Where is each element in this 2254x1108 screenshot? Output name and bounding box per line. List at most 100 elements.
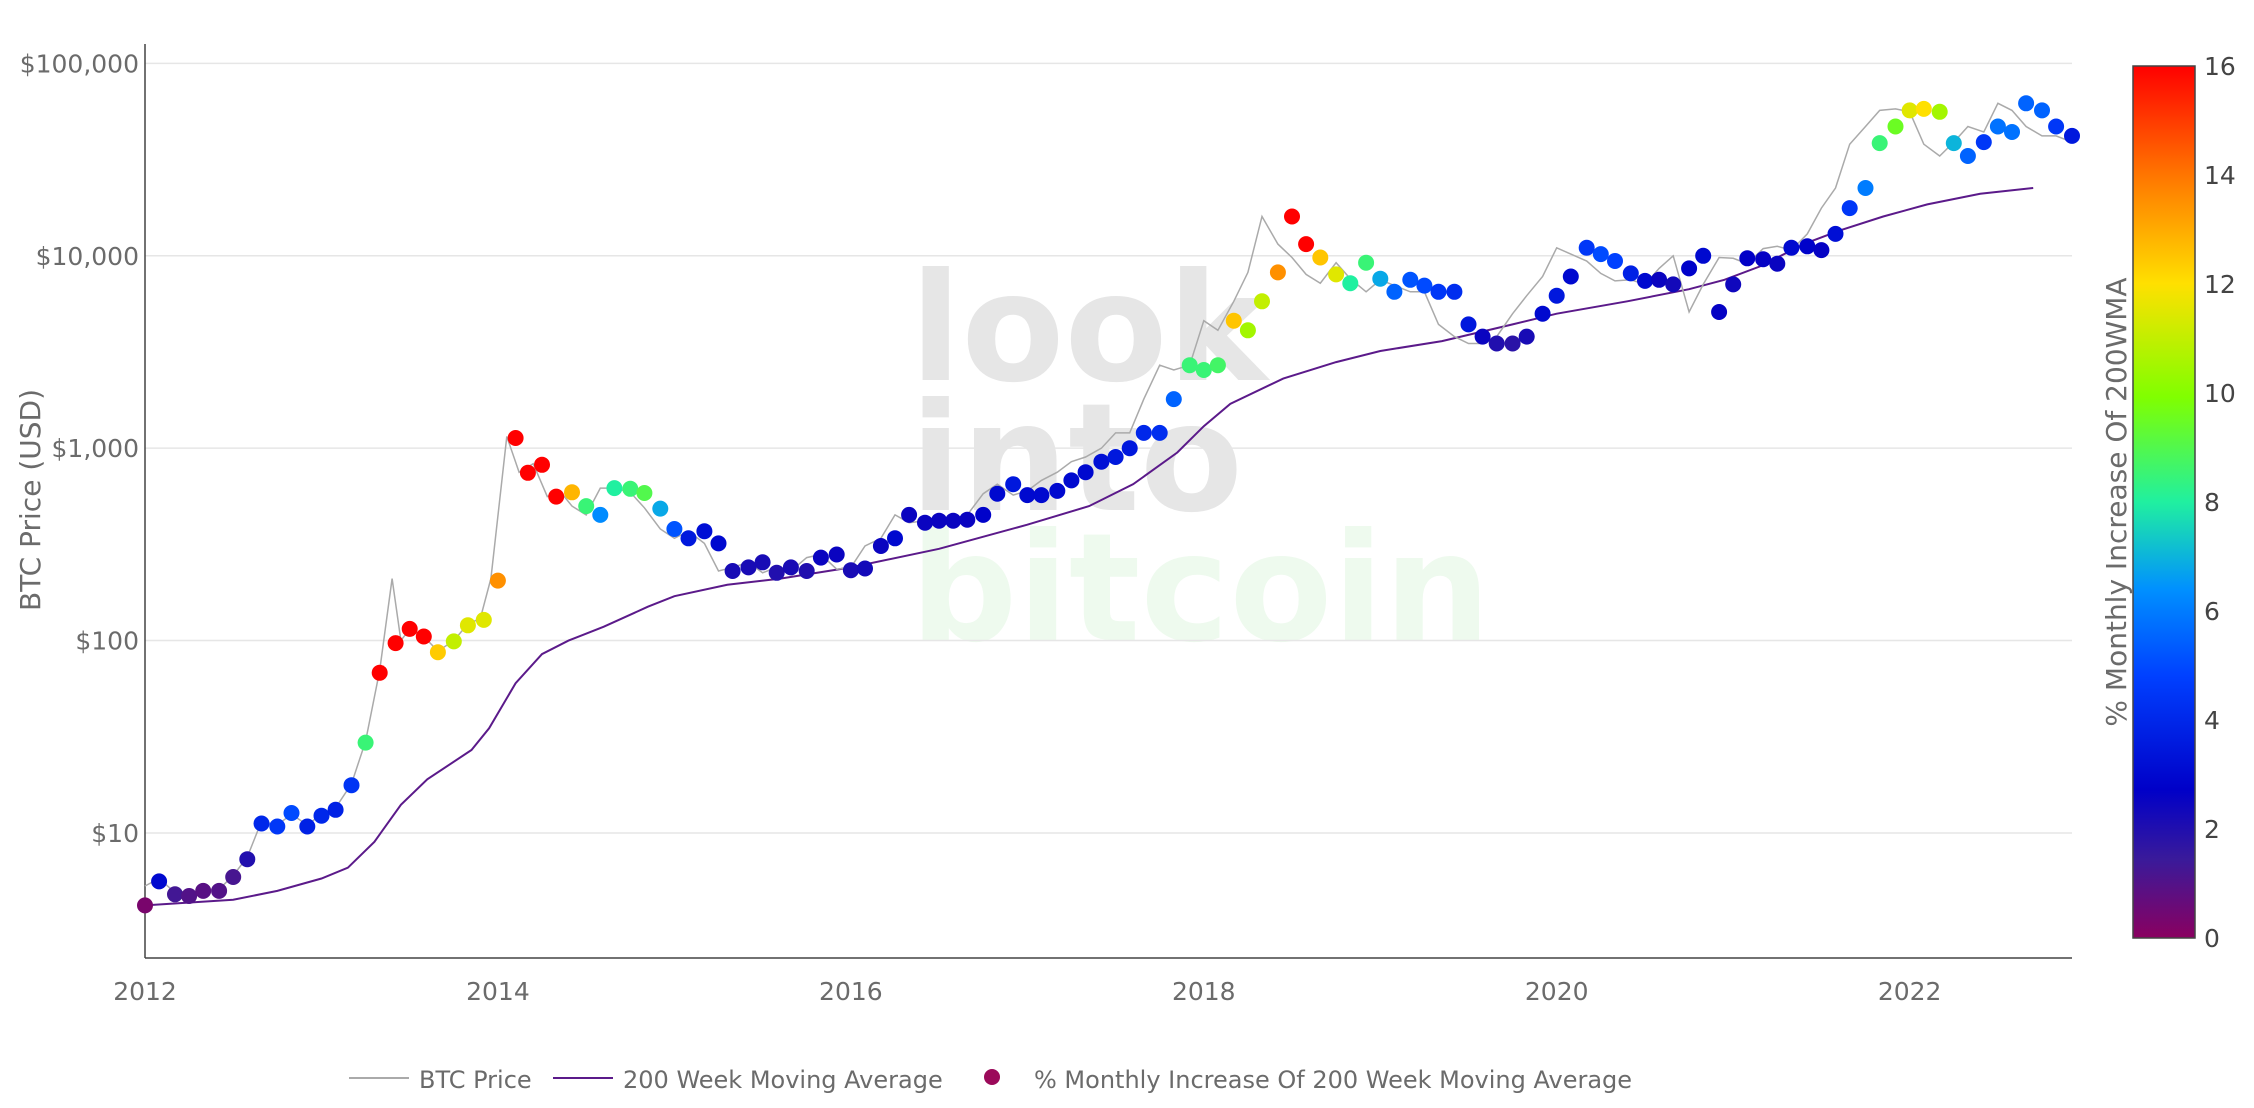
marker-point-66 [1107,449,1124,465]
marker-point-106 [1695,247,1712,264]
marker-point-49 [857,560,873,577]
marker-point-52 [901,506,918,523]
marker-point-76 [1254,293,1270,310]
y-tick-label-4: $100,000 [20,49,139,78]
marker-point-124 [1959,148,1976,164]
marker-point-93 [1504,335,1521,352]
axes [144,44,2072,959]
marker-point-10 [283,805,300,821]
marker-point-57 [975,506,992,523]
marker-point-19 [415,628,432,645]
marker-point-42 [754,554,771,571]
marker-point-85 [1386,283,1403,300]
marker-point-36 [666,521,683,537]
marker-point-113 [1799,238,1816,255]
y-tick-label-1: $100 [75,627,139,656]
marker-point-72 [1195,362,1212,378]
marker-point-114 [1813,242,1830,259]
marker-point-17 [387,635,404,652]
marker-point-43 [768,564,785,581]
legend-item-btc-price[interactable]: BTC Price [349,1066,532,1094]
marker-point-128 [2018,95,2035,112]
marker-point-111 [1769,255,1786,272]
marker-point-127 [2004,124,2020,140]
marker-point-123 [1945,135,1962,152]
legend-swatch-monthly-increase [984,1069,1000,1085]
legend: BTC Price 200 Week Moving Average % Mont… [349,1066,1632,1094]
marker-point-53 [917,514,933,531]
marker-point-2 [167,886,183,903]
marker-point-63 [1063,472,1080,489]
marker-point-31 [592,506,609,523]
y-tick-label-0: $10 [91,819,139,848]
marker-point-122 [1931,103,1948,120]
watermark: look into bitcoin [910,242,1491,676]
marker-point-28 [548,488,565,505]
colorbar-tick-label-6: 12 [2204,270,2236,299]
colorbar-tick-label-7: 14 [2204,161,2236,190]
marker-point-89 [1446,283,1463,300]
watermark-bitcoin: bitcoin [910,502,1491,676]
marker-point-108 [1725,276,1742,293]
colorbar-tick-label-3: 6 [2204,597,2220,626]
legend-label-btc-price: BTC Price [419,1066,532,1094]
marker-point-11 [299,818,316,835]
marker-point-16 [371,664,388,681]
marker-point-13 [327,801,344,818]
colorbar-gradient [2132,65,2196,939]
marker-point-125 [1975,134,1992,151]
marker-point-117 [1857,180,1874,196]
x-tick-label-2: 2016 [819,977,883,1006]
x-tick-label-1: 2014 [466,977,530,1006]
marker-point-109 [1739,250,1756,267]
marker-point-84 [1372,270,1389,287]
marker-point-58 [989,485,1006,502]
marker-point-62 [1049,482,1066,499]
marker-point-67 [1121,440,1138,457]
marker-point-120 [1901,102,1918,119]
legend-item-200wma[interactable]: 200 Week Moving Average [553,1066,943,1094]
marker-point-90 [1460,316,1477,333]
colorbar: 0 2 4 6 8 10 12 14 16 % Monthly Increase Of 200W… [2100,52,2236,953]
marker-point-3 [181,888,198,904]
marker-point-18 [401,620,418,637]
marker-point-80 [1312,249,1329,266]
marker-point-5 [211,882,228,899]
colorbar-tick-label-8: 16 [2204,52,2236,81]
series-monthly-increase-markers [137,95,2080,914]
marker-point-35 [652,500,669,517]
marker-point-104 [1665,276,1682,293]
marker-point-56 [959,511,976,528]
marker-point-55 [945,512,962,529]
marker-point-99 [1592,246,1609,263]
marker-point-102 [1637,272,1653,289]
marker-point-86 [1402,271,1419,288]
marker-point-87 [1416,277,1433,294]
marker-point-79 [1298,236,1315,253]
legend-item-monthly-increase[interactable]: % Monthly Increase Of 200 Week Moving Av… [984,1066,1632,1094]
marker-point-14 [343,777,360,794]
marker-point-9 [269,818,286,835]
marker-point-32 [606,480,623,497]
marker-point-118 [1871,135,1888,152]
marker-point-27 [534,456,550,473]
marker-point-60 [1019,487,1036,504]
marker-point-130 [2048,118,2065,135]
marker-point-65 [1093,453,1110,470]
marker-point-40 [724,563,741,579]
marker-point-21 [445,633,462,650]
marker-point-73 [1209,357,1226,374]
marker-point-45 [798,563,815,579]
marker-point-15 [357,734,374,751]
marker-point-0 [137,897,153,914]
marker-point-39 [710,535,727,552]
marker-point-121 [1915,100,1932,117]
x-tick-label-0: 2012 [113,977,177,1006]
marker-point-82 [1342,275,1359,292]
marker-point-33 [622,480,639,497]
colorbar-tick-label-0: 0 [2204,924,2220,953]
marker-point-38 [696,523,713,540]
colorbar-ticks: 0 2 4 6 8 10 12 14 16 [2204,52,2236,953]
